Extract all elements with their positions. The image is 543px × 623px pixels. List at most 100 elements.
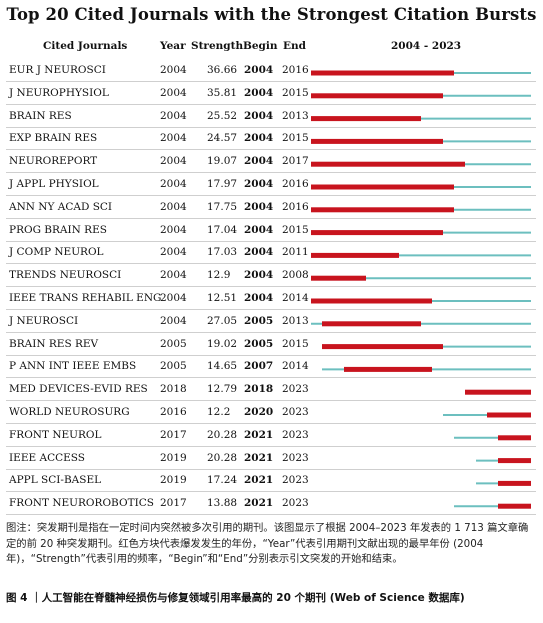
chart-title: Top 20 Cited Journals with the Strongest… xyxy=(6,5,537,24)
row-begin: 2004 xyxy=(244,64,274,76)
header-timeline: 2004 - 2023 xyxy=(391,40,462,52)
row-separator xyxy=(6,263,536,265)
row-begin: 2021 xyxy=(244,474,274,487)
row-strength: 36.66 xyxy=(207,64,238,76)
burst-bar xyxy=(344,366,432,372)
burst-bar xyxy=(311,298,432,304)
row-begin: 2004 xyxy=(244,223,274,236)
row-end: 2014 xyxy=(282,292,309,304)
row-strength: 19.07 xyxy=(207,155,238,168)
row-separator xyxy=(6,331,536,333)
row-end: 2023 xyxy=(282,451,309,464)
row-separator xyxy=(6,514,536,516)
row-strength: 12.79 xyxy=(207,383,238,396)
row-begin: 2004 xyxy=(244,155,274,168)
row-separator xyxy=(6,491,536,493)
row-journal: FRONT NEUROL xyxy=(9,428,102,441)
row-journal: EXP BRAIN RES xyxy=(9,132,98,145)
row-separator xyxy=(6,149,536,151)
row-end: 2011 xyxy=(282,246,309,259)
row-strength: 25.52 xyxy=(207,109,238,122)
row-journal: MED DEVICES-EVID RES xyxy=(9,383,148,396)
row-separator xyxy=(6,240,536,242)
burst-bar xyxy=(311,275,366,281)
row-separator xyxy=(6,126,536,128)
header-year: Year xyxy=(160,40,186,52)
row-begin: 2021 xyxy=(244,497,274,510)
row-journal: APPL SCI-BASEL xyxy=(9,474,102,487)
burst-bar xyxy=(311,184,454,190)
row-strength: 12.2 xyxy=(207,406,231,418)
header-cited-journals: Cited Journals xyxy=(43,40,128,52)
row-year: 2004 xyxy=(160,86,187,99)
row-begin: 2021 xyxy=(244,451,274,464)
row-separator xyxy=(6,309,536,310)
row-strength: 17.04 xyxy=(207,223,238,236)
row-year: 2005 xyxy=(160,360,187,373)
row-begin: 2021 xyxy=(244,428,274,441)
row-journal: J COMP NEUROL xyxy=(9,246,104,259)
burst-bar xyxy=(498,480,531,486)
row-journal: J NEUROPHYSIOL xyxy=(9,86,109,99)
burst-bar xyxy=(311,93,443,99)
burst-bar xyxy=(311,116,421,122)
row-year: 2004 xyxy=(160,64,187,76)
row-end: 2015 xyxy=(282,223,309,236)
row-year: 2018 xyxy=(160,383,187,396)
row-year: 2004 xyxy=(160,155,187,168)
row-end: 2023 xyxy=(282,428,309,441)
row-year: 2017 xyxy=(160,428,187,441)
row-year: 2004 xyxy=(160,200,187,213)
row-begin: 2004 xyxy=(244,109,274,122)
row-begin: 2004 xyxy=(244,86,274,99)
row-begin: 2004 xyxy=(244,132,274,145)
row-strength: 20.28 xyxy=(207,451,238,464)
row-begin: 2007 xyxy=(244,360,274,373)
burst-bar xyxy=(498,503,531,509)
row-year: 2004 xyxy=(160,269,187,282)
row-journal: ANN NY ACAD SCI xyxy=(9,200,113,213)
row-year: 2005 xyxy=(160,337,187,350)
row-strength: 17.03 xyxy=(207,246,238,259)
row-end: 2023 xyxy=(282,497,309,510)
row-journal: PROG BRAIN RES xyxy=(9,223,107,236)
row-journal: NEUROREPORT xyxy=(9,155,98,168)
row-year: 2004 xyxy=(160,314,187,327)
row-separator xyxy=(6,217,536,219)
burst-bar xyxy=(487,412,531,418)
row-year: 2004 xyxy=(160,292,187,304)
burst-bar xyxy=(322,344,443,350)
row-strength: 17.24 xyxy=(207,474,238,487)
row-separator xyxy=(6,354,536,356)
row-separator xyxy=(6,445,536,447)
row-end: 2023 xyxy=(282,474,309,487)
row-separator xyxy=(6,172,536,174)
burst-bar xyxy=(311,252,399,258)
row-year: 2017 xyxy=(160,497,187,510)
row-end: 2013 xyxy=(282,314,309,327)
burst-bar xyxy=(311,138,443,144)
row-separator xyxy=(6,103,536,105)
row-separator xyxy=(6,195,536,196)
row-strength: 12.9 xyxy=(207,269,231,282)
row-journal: BRAIN RES xyxy=(9,109,72,122)
row-separator xyxy=(6,286,536,288)
row-end: 2015 xyxy=(282,337,309,350)
figure-caption: 图 4 ｜人工智能在脊髓神经损伤与修复领域引用率最高的 20 个期刊 (Web … xyxy=(6,592,465,604)
header-strength: Strength xyxy=(191,40,244,52)
row-journal: J NEUROSCI xyxy=(9,314,79,327)
row-strength: 14.65 xyxy=(207,360,238,373)
row-journal: P ANN INT IEEE EMBS xyxy=(9,360,137,373)
burst-bar xyxy=(465,389,531,395)
row-strength: 19.02 xyxy=(207,337,238,350)
row-begin: 2004 xyxy=(244,292,274,304)
row-strength: 24.57 xyxy=(207,132,238,145)
header-begin: Begin xyxy=(243,40,278,52)
row-begin: 2018 xyxy=(244,383,274,396)
row-year: 2004 xyxy=(160,223,187,236)
row-end: 2017 xyxy=(282,155,309,168)
figure-note: 图注：突发期刊是指在一定时间内突然被多次引用的期刊。该图显示了根据 2004–2… xyxy=(6,522,529,566)
row-begin: 2004 xyxy=(244,269,274,282)
burst-bar xyxy=(322,321,421,327)
burst-bar xyxy=(311,161,465,167)
